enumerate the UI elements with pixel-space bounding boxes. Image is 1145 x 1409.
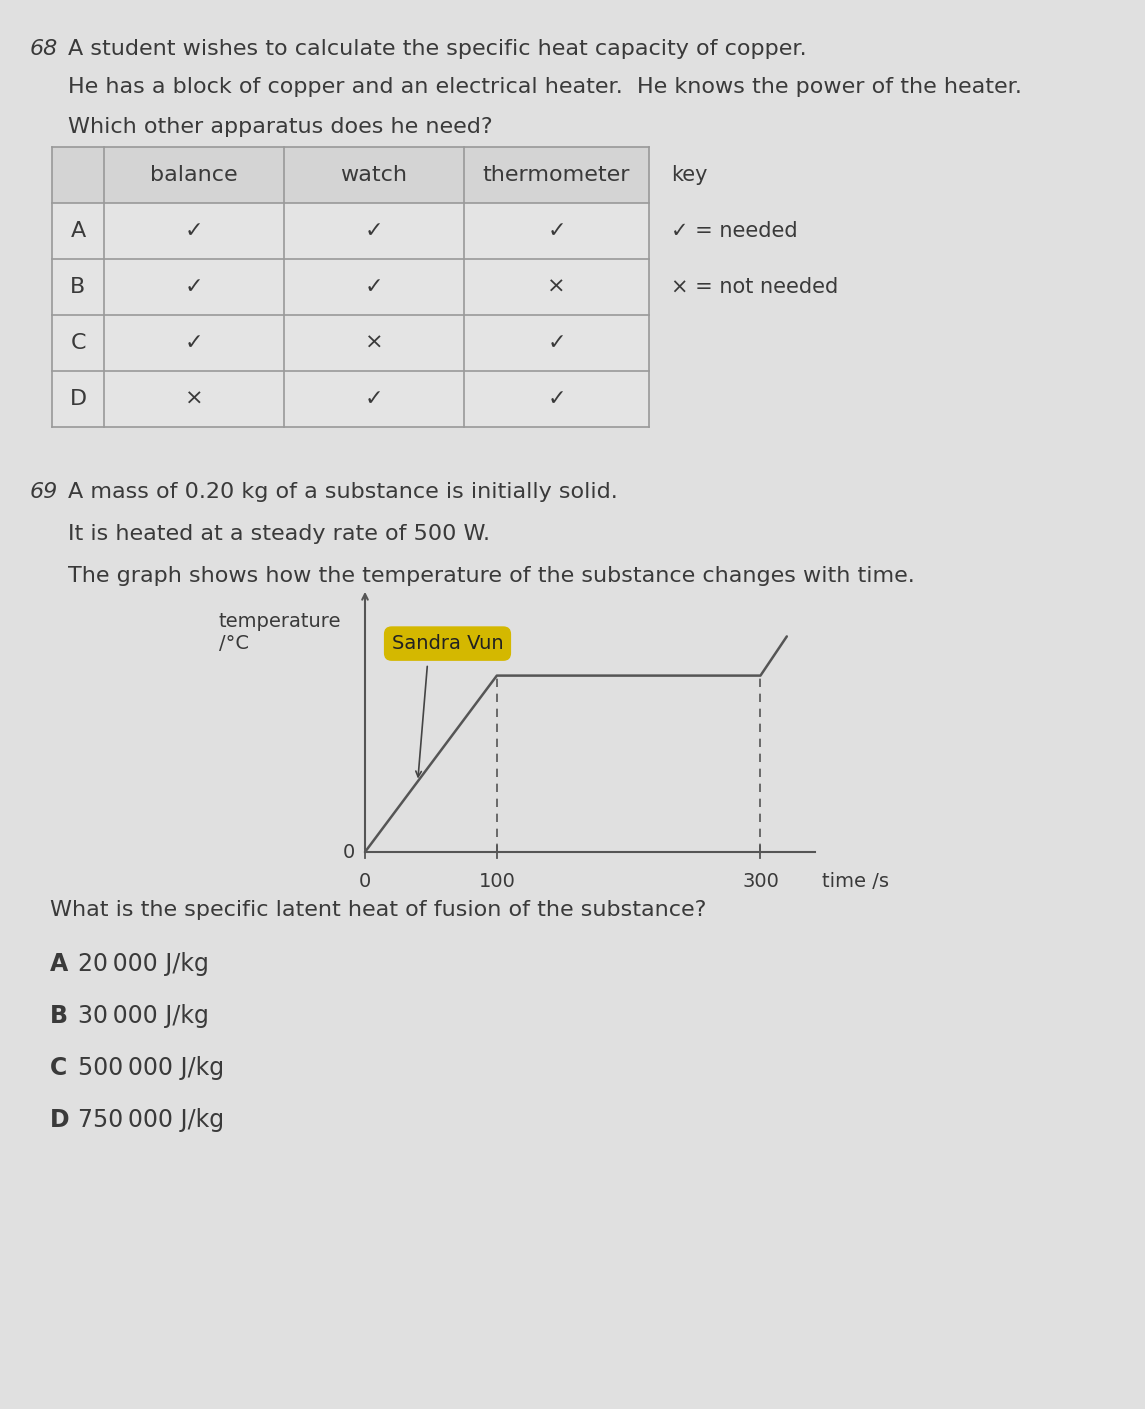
Bar	[284, 203, 464, 259]
Bar	[52, 203, 104, 259]
Bar	[104, 147, 284, 203]
Text: Sandra Vun: Sandra Vun	[392, 634, 504, 654]
Bar	[464, 259, 649, 316]
Bar	[284, 147, 464, 203]
Bar	[284, 316, 464, 371]
Text: B: B	[50, 1005, 68, 1029]
Text: ×: ×	[184, 389, 204, 409]
Text: ✓: ✓	[365, 389, 384, 409]
Text: C: C	[50, 1055, 68, 1081]
Text: 30 000 J/kg: 30 000 J/kg	[78, 1005, 208, 1029]
Bar	[284, 371, 464, 427]
Text: 0: 0	[358, 872, 371, 890]
Text: A: A	[70, 221, 86, 241]
Text: ×: ×	[365, 333, 384, 354]
Bar	[104, 259, 284, 316]
Text: He has a block of copper and an electrical heater.  He knows the power of the he: He has a block of copper and an electric…	[68, 77, 1021, 97]
Text: 500 000 J/kg: 500 000 J/kg	[78, 1055, 224, 1081]
Text: 20 000 J/kg: 20 000 J/kg	[78, 952, 208, 976]
Text: What is the specific latent heat of fusion of the substance?: What is the specific latent heat of fusi…	[50, 900, 706, 920]
Text: key: key	[671, 165, 708, 185]
Text: A student wishes to calculate the specific heat capacity of copper.: A student wishes to calculate the specif…	[68, 39, 806, 59]
Text: time /s: time /s	[822, 872, 889, 890]
Bar	[464, 371, 649, 427]
Text: 0: 0	[342, 843, 355, 861]
Bar	[464, 203, 649, 259]
Text: ✓: ✓	[547, 333, 566, 354]
Text: watch: watch	[340, 165, 408, 185]
Text: ✓: ✓	[547, 389, 566, 409]
Text: ✓: ✓	[547, 221, 566, 241]
Text: 100: 100	[479, 872, 515, 890]
Text: thermometer: thermometer	[483, 165, 630, 185]
Text: D: D	[70, 389, 87, 409]
Text: × = not needed: × = not needed	[671, 278, 838, 297]
Text: ✓ = needed: ✓ = needed	[671, 221, 798, 241]
Text: ✓: ✓	[184, 333, 204, 354]
Text: D: D	[50, 1107, 70, 1131]
Bar	[52, 316, 104, 371]
Text: 69: 69	[30, 482, 58, 502]
Text: A: A	[50, 952, 69, 976]
Text: C: C	[70, 333, 86, 354]
Text: 300: 300	[742, 872, 779, 890]
Bar	[104, 203, 284, 259]
Text: ✓: ✓	[184, 278, 204, 297]
Text: ✓: ✓	[365, 278, 384, 297]
Text: ✓: ✓	[184, 221, 204, 241]
Text: ✓: ✓	[365, 221, 384, 241]
Bar	[464, 316, 649, 371]
Text: 68: 68	[30, 39, 58, 59]
Bar	[104, 316, 284, 371]
Text: temperature
/°C: temperature /°C	[219, 612, 341, 652]
Text: ×: ×	[547, 278, 566, 297]
Text: The graph shows how the temperature of the substance changes with time.: The graph shows how the temperature of t…	[68, 566, 915, 586]
Text: Which other apparatus does he need?: Which other apparatus does he need?	[68, 117, 492, 137]
Bar	[104, 371, 284, 427]
Text: 750 000 J/kg: 750 000 J/kg	[78, 1107, 224, 1131]
Text: It is heated at a steady rate of 500 W.: It is heated at a steady rate of 500 W.	[68, 524, 490, 544]
Bar	[52, 259, 104, 316]
Bar	[284, 259, 464, 316]
Bar	[52, 371, 104, 427]
Text: A mass of 0.20 kg of a substance is initially solid.: A mass of 0.20 kg of a substance is init…	[68, 482, 618, 502]
Bar	[464, 147, 649, 203]
Bar	[52, 147, 104, 203]
Text: B: B	[70, 278, 86, 297]
Text: balance: balance	[150, 165, 238, 185]
